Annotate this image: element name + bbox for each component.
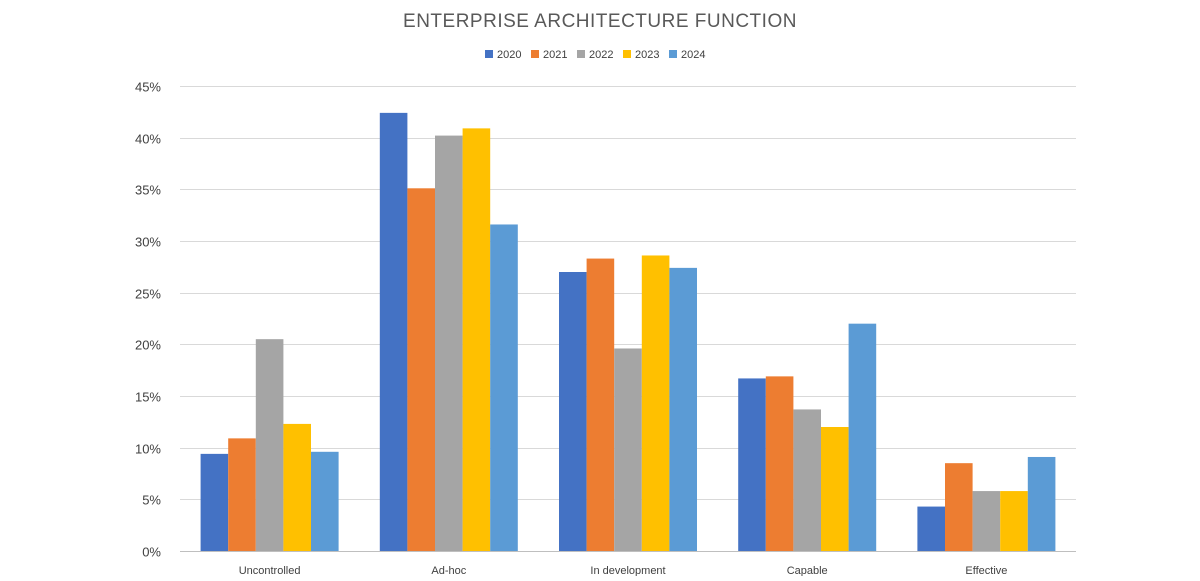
bar-2020-ad-hoc	[379, 112, 408, 552]
bar-2024-ad-hoc	[490, 224, 518, 551]
bar-2021-uncontrolled	[228, 438, 256, 551]
bar-2021-capable	[765, 376, 794, 551]
x-category-label: Uncontrolled	[239, 565, 301, 576]
x-category-label: Effective	[965, 565, 1007, 576]
bar-2024-capable	[848, 323, 877, 551]
legend-swatch	[669, 50, 677, 58]
bar-2022-uncontrolled	[255, 339, 284, 551]
bar-2020-effective	[917, 506, 945, 551]
legend-label: 2024	[681, 49, 705, 61]
legend-label: 2022	[589, 49, 613, 61]
legend: 2020 2021 2022 2023 2024	[485, 49, 705, 61]
y-tick-label: 10%	[135, 442, 161, 457]
legend-label: 2023	[635, 49, 659, 61]
legend-swatch	[531, 50, 539, 58]
chart-title: ENTERPRISE ARCHITECTURE FUNCTION	[403, 11, 797, 32]
bar-2022-effective	[972, 491, 1001, 551]
y-tick-label: 5%	[142, 493, 161, 508]
bar-2023-capable	[821, 427, 849, 551]
bars	[200, 112, 1056, 552]
bar-2023-uncontrolled	[283, 423, 311, 551]
bar-2022-capable	[793, 409, 821, 551]
y-tick-label: 30%	[135, 235, 161, 250]
legend-swatch	[623, 50, 631, 58]
bar-2020-in-development	[559, 272, 587, 551]
y-tick-label: 40%	[135, 132, 161, 147]
bar-2021-in-development	[586, 258, 615, 551]
x-category-label: Ad-hoc	[431, 565, 466, 576]
x-axis-categories: Uncontrolled Ad-hoc In development Capable E…	[239, 565, 1008, 577]
y-tick-label: 25%	[135, 287, 161, 302]
x-category-label: Capable	[787, 565, 828, 576]
bar-2022-ad-hoc	[435, 135, 463, 551]
legend-swatch	[577, 50, 585, 58]
bar-2021-effective	[945, 463, 973, 551]
x-category-label: In development	[590, 565, 665, 576]
y-tick-label: 15%	[135, 390, 161, 405]
bar-2023-in-development	[641, 255, 670, 551]
y-tick-label: 20%	[135, 338, 161, 353]
y-tick-label: 45%	[135, 80, 161, 95]
bar-2020-uncontrolled	[200, 453, 229, 551]
bar-2021-ad-hoc	[407, 188, 435, 552]
y-tick-label: 0%	[142, 545, 161, 560]
legend-swatch	[485, 50, 493, 58]
bar-2023-effective	[1000, 491, 1028, 551]
bar-2020-capable	[738, 378, 766, 551]
y-axis-ticks: 0% 5% 10% 15% 20% 25% 30% 35% 40% 45%	[135, 80, 161, 560]
legend-label: 2020	[497, 49, 521, 61]
bar-2024-in-development	[669, 267, 697, 551]
bar-2024-effective	[1027, 456, 1056, 551]
bar-2022-in-development	[614, 348, 642, 551]
bar-2024-uncontrolled	[311, 451, 339, 551]
bar-2023-ad-hoc	[462, 128, 491, 551]
y-tick-label: 35%	[135, 183, 161, 198]
legend-label: 2021	[543, 49, 567, 61]
